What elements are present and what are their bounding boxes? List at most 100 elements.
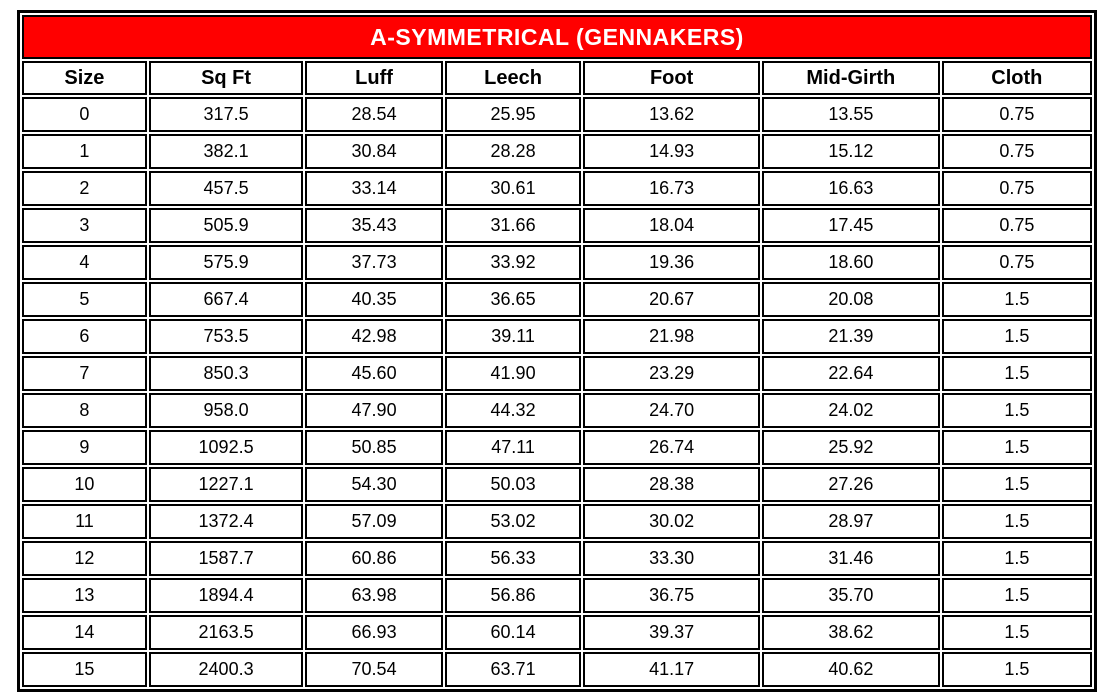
table-cell: 63.71 bbox=[444, 652, 582, 687]
table-cell: 24.02 bbox=[761, 393, 940, 428]
table-cell: 25.95 bbox=[444, 97, 582, 132]
table-cell: 57.09 bbox=[305, 504, 443, 539]
table-cell: 42.98 bbox=[305, 319, 443, 354]
table-cell: 1372.4 bbox=[148, 504, 304, 539]
table-cell: 575.9 bbox=[148, 245, 304, 280]
table-cell: 33.14 bbox=[305, 171, 443, 206]
table-cell: 28.28 bbox=[444, 134, 582, 169]
table-cell: 20.08 bbox=[761, 282, 940, 317]
table-cell: 40.35 bbox=[305, 282, 443, 317]
table-cell: 18.04 bbox=[583, 208, 760, 243]
table-cell: 41.17 bbox=[583, 652, 760, 687]
table-cell: 1.5 bbox=[941, 578, 1092, 613]
table-cell: 0.75 bbox=[941, 97, 1092, 132]
size-cell: 1 bbox=[22, 134, 147, 169]
table-cell: 382.1 bbox=[148, 134, 304, 169]
size-cell: 2 bbox=[22, 171, 147, 206]
table-cell: 1227.1 bbox=[148, 467, 304, 502]
table-cell: 2400.3 bbox=[148, 652, 304, 687]
table-cell: 14.93 bbox=[583, 134, 760, 169]
table-cell: 30.84 bbox=[305, 134, 443, 169]
column-header-leech: Leech bbox=[444, 61, 582, 95]
table-cell: 0.75 bbox=[941, 171, 1092, 206]
table-cell: 33.30 bbox=[583, 541, 760, 576]
table-row: 5 667.4 40.35 36.65 20.67 20.08 1.5 bbox=[22, 282, 1092, 317]
table-row: 1 382.1 30.84 28.28 14.93 15.12 0.75 bbox=[22, 134, 1092, 169]
table-cell: 50.03 bbox=[444, 467, 582, 502]
size-cell: 7 bbox=[22, 356, 147, 391]
table-cell: 66.93 bbox=[305, 615, 443, 650]
table-cell: 28.38 bbox=[583, 467, 760, 502]
table-cell: 850.3 bbox=[148, 356, 304, 391]
table-cell: 21.98 bbox=[583, 319, 760, 354]
column-header-cloth: Cloth bbox=[941, 61, 1092, 95]
table-cell: 20.67 bbox=[583, 282, 760, 317]
table-cell: 1.5 bbox=[941, 282, 1092, 317]
table-cell: 56.86 bbox=[444, 578, 582, 613]
table-cell: 19.36 bbox=[583, 245, 760, 280]
size-cell: 12 bbox=[22, 541, 147, 576]
table-cell: 13.55 bbox=[761, 97, 940, 132]
table-cell: 1.5 bbox=[941, 356, 1092, 391]
table-cell: 1.5 bbox=[941, 467, 1092, 502]
table-cell: 958.0 bbox=[148, 393, 304, 428]
table-cell: 63.98 bbox=[305, 578, 443, 613]
table-cell: 37.73 bbox=[305, 245, 443, 280]
table-cell: 70.54 bbox=[305, 652, 443, 687]
size-cell: 5 bbox=[22, 282, 147, 317]
table-row: 10 1227.1 54.30 50.03 28.38 27.26 1.5 bbox=[22, 467, 1092, 502]
table-cell: 0.75 bbox=[941, 208, 1092, 243]
table-cell: 753.5 bbox=[148, 319, 304, 354]
table-cell: 1.5 bbox=[941, 615, 1092, 650]
size-cell: 6 bbox=[22, 319, 147, 354]
table-row: 14 2163.5 66.93 60.14 39.37 38.62 1.5 bbox=[22, 615, 1092, 650]
size-cell: 14 bbox=[22, 615, 147, 650]
table-cell: 23.29 bbox=[583, 356, 760, 391]
table-body: 0 317.5 28.54 25.95 13.62 13.55 0.75 1 382.1 30.8… bbox=[22, 97, 1092, 687]
table-cell: 25.92 bbox=[761, 430, 940, 465]
table-row: 7 850.3 45.60 41.90 23.29 22.64 1.5 bbox=[22, 356, 1092, 391]
table-cell: 26.74 bbox=[583, 430, 760, 465]
size-cell: 11 bbox=[22, 504, 147, 539]
table-cell: 317.5 bbox=[148, 97, 304, 132]
table-row: 6 753.5 42.98 39.11 21.98 21.39 1.5 bbox=[22, 319, 1092, 354]
title-row: A-SYMMETRICAL (GENNAKERS) bbox=[22, 15, 1092, 59]
table-row: 11 1372.4 57.09 53.02 30.02 28.97 1.5 bbox=[22, 504, 1092, 539]
table-cell: 41.90 bbox=[444, 356, 582, 391]
table-cell: 28.54 bbox=[305, 97, 443, 132]
table-cell: 1.5 bbox=[941, 504, 1092, 539]
table-cell: 1.5 bbox=[941, 319, 1092, 354]
column-header-mid-girth: Mid-Girth bbox=[761, 61, 940, 95]
table-cell: 1.5 bbox=[941, 430, 1092, 465]
size-cell: 9 bbox=[22, 430, 147, 465]
table-cell: 50.85 bbox=[305, 430, 443, 465]
header-row: Size Sq Ft Luff Leech Foot Mid-Girth Cloth bbox=[22, 61, 1092, 95]
table-cell: 18.60 bbox=[761, 245, 940, 280]
table-cell: 33.92 bbox=[444, 245, 582, 280]
table-cell: 30.61 bbox=[444, 171, 582, 206]
table-row: 2 457.5 33.14 30.61 16.73 16.63 0.75 bbox=[22, 171, 1092, 206]
table-cell: 35.70 bbox=[761, 578, 940, 613]
table-row: 0 317.5 28.54 25.95 13.62 13.55 0.75 bbox=[22, 97, 1092, 132]
table-row: 8 958.0 47.90 44.32 24.70 24.02 1.5 bbox=[22, 393, 1092, 428]
table-cell: 22.64 bbox=[761, 356, 940, 391]
table-cell: 60.14 bbox=[444, 615, 582, 650]
table-row: 12 1587.7 60.86 56.33 33.30 31.46 1.5 bbox=[22, 541, 1092, 576]
table-row: 3 505.9 35.43 31.66 18.04 17.45 0.75 bbox=[22, 208, 1092, 243]
size-cell: 10 bbox=[22, 467, 147, 502]
table-cell: 17.45 bbox=[761, 208, 940, 243]
size-cell: 0 bbox=[22, 97, 147, 132]
table-cell: 56.33 bbox=[444, 541, 582, 576]
table-cell: 36.75 bbox=[583, 578, 760, 613]
table-cell: 1.5 bbox=[941, 652, 1092, 687]
size-cell: 8 bbox=[22, 393, 147, 428]
size-cell: 15 bbox=[22, 652, 147, 687]
table-cell: 54.30 bbox=[305, 467, 443, 502]
table-cell: 44.32 bbox=[444, 393, 582, 428]
column-header-foot: Foot bbox=[583, 61, 760, 95]
table-cell: 15.12 bbox=[761, 134, 940, 169]
table-cell: 457.5 bbox=[148, 171, 304, 206]
table-cell: 27.26 bbox=[761, 467, 940, 502]
table-cell: 31.46 bbox=[761, 541, 940, 576]
table-row: 4 575.9 37.73 33.92 19.36 18.60 0.75 bbox=[22, 245, 1092, 280]
